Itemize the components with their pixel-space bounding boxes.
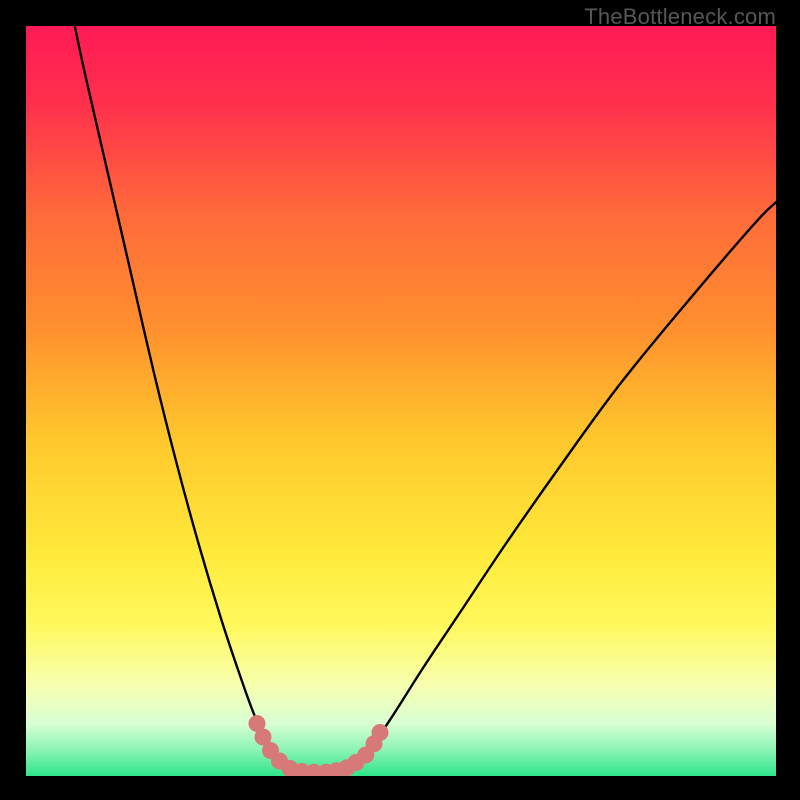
chart-frame: TheBottleneck.com — [0, 0, 800, 800]
chart-background — [26, 26, 776, 776]
curve-marker — [372, 725, 388, 741]
bottleneck-chart — [26, 26, 776, 776]
